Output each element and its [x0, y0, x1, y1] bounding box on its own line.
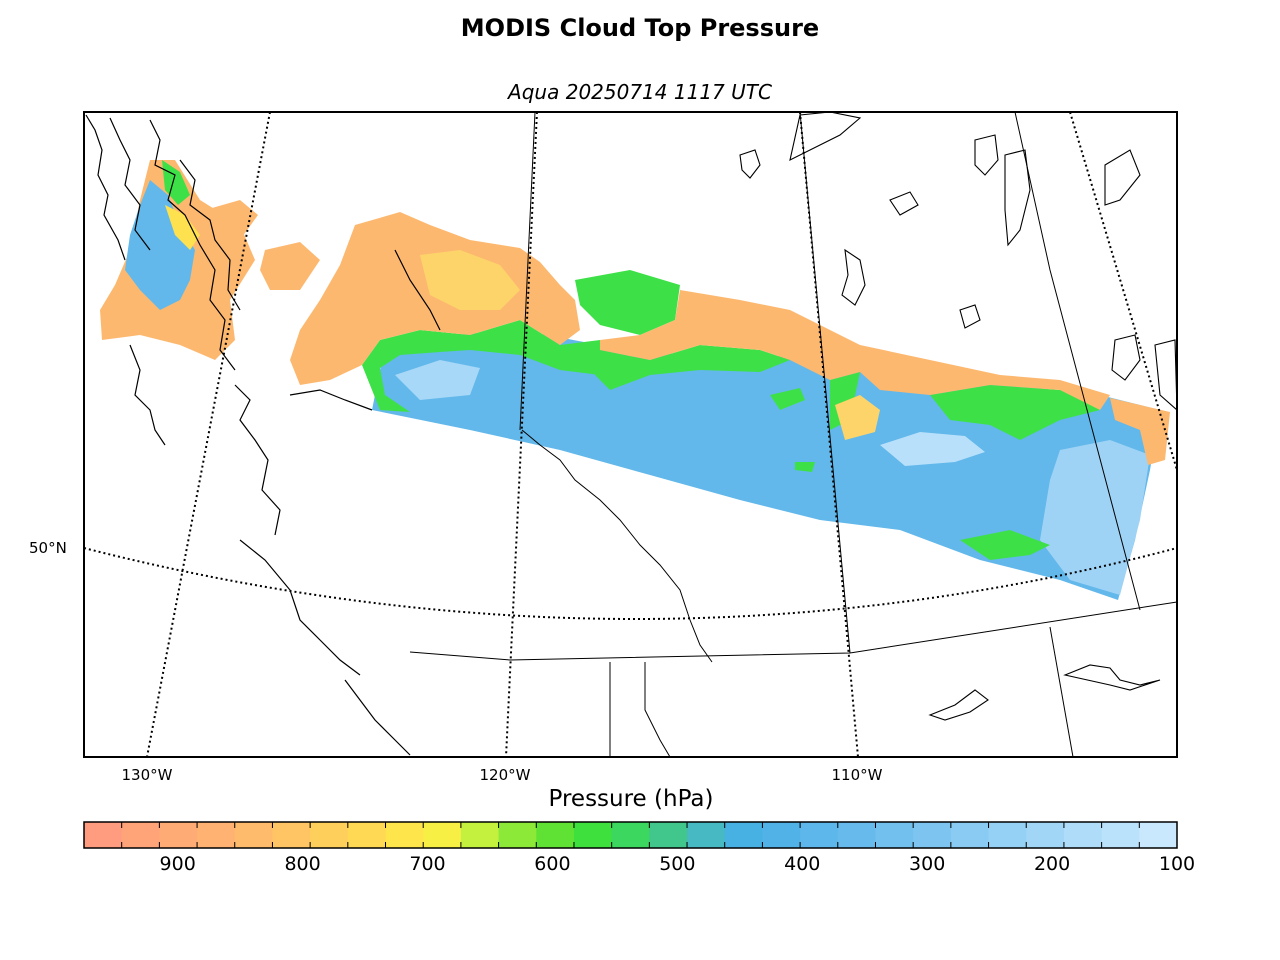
- colorbar-tick-label: 900: [159, 853, 196, 875]
- colorbar-segment: [1139, 822, 1178, 848]
- colorbar-tick-label: 800: [284, 853, 321, 875]
- colorbar-segment: [800, 822, 839, 848]
- colorbar-tick-label: 100: [1158, 853, 1196, 875]
- map-subtitle: Aqua 20250714 1117 UTC: [508, 80, 772, 104]
- colorbar-tick-label: 700: [409, 853, 446, 875]
- colorbar-segment: [837, 822, 877, 848]
- colorbar-segment: [498, 822, 537, 848]
- very-high-cloud-patch: [1040, 440, 1150, 595]
- cloud-swath: [100, 160, 1170, 600]
- colorbar-label: Pressure (hPa): [548, 786, 714, 812]
- lon-label-120w: 120°W: [479, 766, 531, 784]
- colorbar-segment: [1026, 822, 1065, 848]
- pressure-colorbar: [84, 822, 1178, 848]
- low-cloud-region: [205, 200, 258, 240]
- lat-label-50n: 50°N: [29, 539, 67, 557]
- coastlines: [85, 114, 441, 756]
- colorbar-segment: [762, 822, 801, 848]
- colorbar-segment: [724, 822, 764, 848]
- colorbar-segment: [1063, 822, 1103, 848]
- mid-cloud-region: [162, 160, 190, 205]
- low-cloud-region: [290, 212, 580, 385]
- map-title: MODIS Cloud Top Pressure: [460, 14, 820, 42]
- low-cloud-region: [420, 250, 520, 310]
- colorbar-segment: [611, 822, 650, 848]
- colorbar-segment: [159, 822, 198, 848]
- colorbar-segment: [988, 822, 1027, 848]
- colorbar-segment: [875, 822, 914, 848]
- high-cloud-region: [372, 330, 1160, 600]
- colorbar-segment: [687, 822, 726, 848]
- colorbar-tick-label: 300: [909, 853, 946, 875]
- mid-cloud-region: [960, 530, 1050, 560]
- colorbar-segment: [649, 822, 688, 848]
- colorbar-segment: [913, 822, 952, 848]
- map-frame: [83, 111, 1178, 758]
- colorbar-segment: [950, 822, 990, 848]
- colorbar-segment: [272, 822, 311, 848]
- colorbar-tick-label: 600: [534, 853, 571, 875]
- very-high-cloud-patch: [880, 432, 985, 466]
- very-high-cloud-patch: [395, 360, 480, 400]
- colorbar-segment: [84, 822, 123, 848]
- colorbar-segment: [1101, 822, 1140, 848]
- colorbar-segment: [536, 822, 575, 848]
- colorbar-segment: [310, 822, 349, 848]
- lakes: [739, 112, 1177, 721]
- low-cloud-region: [260, 242, 320, 290]
- graticule: [84, 112, 1177, 757]
- colorbar-segment: [385, 822, 424, 848]
- colorbar-frame: [83, 821, 1178, 849]
- colorbar-segment: [197, 822, 236, 848]
- mid-cloud-region: [595, 345, 790, 390]
- colorbar-tick-label: 500: [659, 853, 696, 875]
- mid-cloud-region: [770, 388, 805, 410]
- high-cloud-region: [125, 180, 195, 310]
- low-cloud-region: [165, 205, 200, 250]
- colorbar-segment: [121, 822, 160, 848]
- low-cloud-region: [835, 395, 880, 440]
- mid-cloud-region: [930, 385, 1100, 440]
- low-cloud-region: [600, 290, 1110, 410]
- mid-cloud-region: [575, 270, 680, 335]
- colorbar-segment: [573, 822, 613, 848]
- colorbar-segment: [423, 822, 462, 848]
- colorbar-tick-label: 400: [784, 853, 821, 875]
- colorbar-segment: [347, 822, 387, 848]
- mid-cloud-region: [795, 462, 815, 472]
- colorbar-tick-label: 200: [1033, 853, 1071, 875]
- low-cloud-region: [1110, 398, 1170, 465]
- mid-cloud-region: [362, 320, 600, 412]
- lon-label-110w: 110°W: [831, 766, 883, 784]
- colorbar-segment: [460, 822, 500, 848]
- colorbar-segment: [234, 822, 274, 848]
- lon-label-130w: 130°W: [121, 766, 173, 784]
